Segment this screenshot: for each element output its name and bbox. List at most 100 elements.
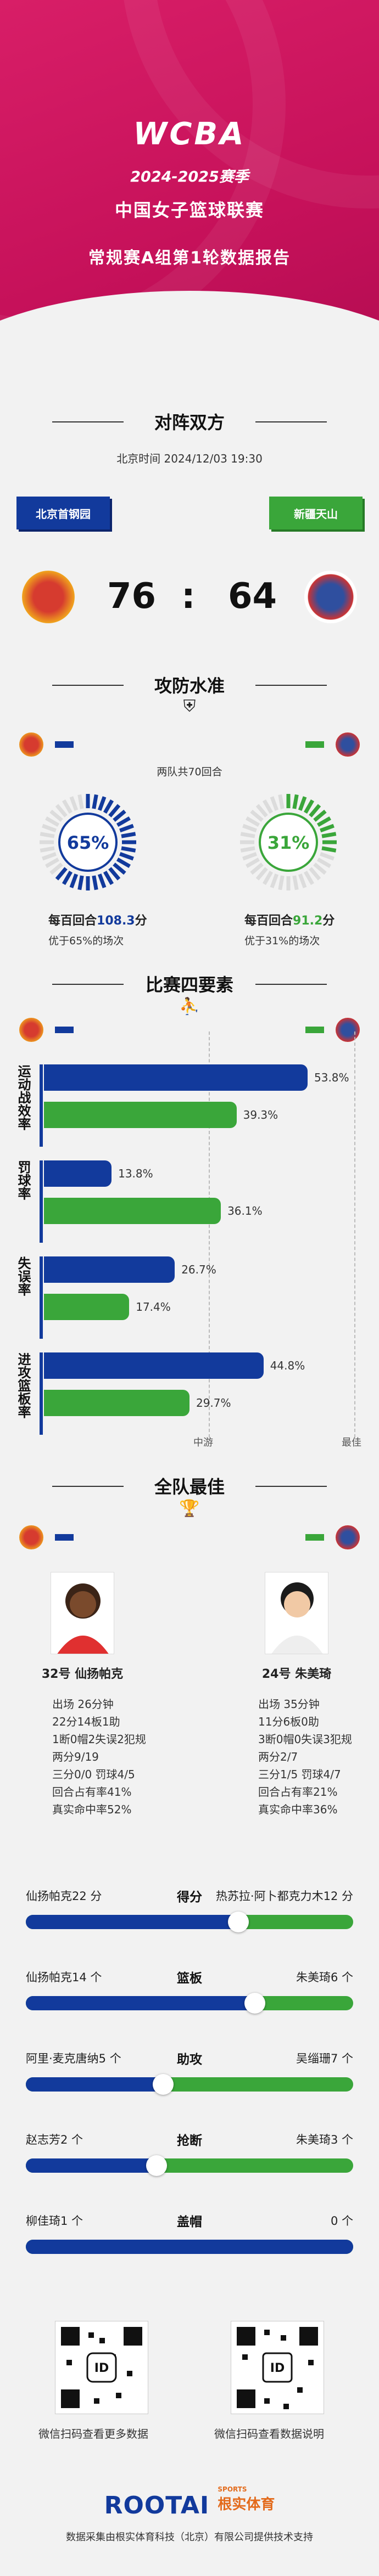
factor-axis bbox=[40, 1352, 43, 1435]
donut-tick bbox=[292, 794, 299, 809]
donut-tick bbox=[108, 804, 121, 818]
donut-tick bbox=[242, 852, 257, 861]
factor-value: 13.8% bbox=[118, 1167, 153, 1180]
donut-tick bbox=[55, 867, 68, 881]
mid-guide-line bbox=[209, 1031, 210, 1438]
section-title-offense: 攻防水准 bbox=[0, 672, 379, 697]
compare-fill bbox=[26, 1996, 255, 2010]
home-team-logo-small bbox=[19, 732, 43, 757]
donut-tick bbox=[262, 799, 274, 814]
compare-track bbox=[26, 2240, 353, 2254]
donut-tick bbox=[292, 875, 299, 890]
donut-tick bbox=[62, 799, 73, 814]
away-team-button[interactable]: 新疆天山 bbox=[269, 497, 363, 529]
shield-icon: ⛨ bbox=[183, 697, 196, 716]
compare-left: 阿里·麦克唐纳5 个 bbox=[26, 2052, 121, 2065]
section-title-best: 全队最佳 bbox=[0, 1473, 379, 1498]
compare-label: 盖帽 bbox=[177, 2215, 202, 2229]
player-stat-line: 回合占有率21% bbox=[258, 1785, 338, 1799]
player-stat-line: 22分14板1助 bbox=[52, 1715, 120, 1728]
donut-center bbox=[58, 813, 118, 872]
donut-tick bbox=[116, 857, 131, 869]
compare-label: 助攻 bbox=[177, 2053, 202, 2067]
donut-tick bbox=[69, 796, 79, 811]
player-stat-line: 回合占有率41% bbox=[52, 1785, 132, 1799]
home-team-button[interactable]: 北京首钢园 bbox=[16, 497, 110, 529]
player-stat-line: 两分2/7 bbox=[258, 1750, 298, 1763]
factor-bar-away bbox=[44, 1294, 130, 1320]
donut-tick bbox=[303, 870, 315, 885]
away-color-dash bbox=[305, 1027, 324, 1033]
compare-left: 仙扬帕克22 分 bbox=[26, 1890, 102, 1903]
section-title-matchup: 对阵双方 bbox=[0, 409, 379, 434]
compare-right: 朱美琦6 个 bbox=[296, 1971, 353, 1984]
wcba-logo: WCBA bbox=[133, 116, 246, 152]
season-text: 2024-2025赛季 bbox=[130, 168, 249, 185]
factor-value: 29.7% bbox=[196, 1396, 231, 1410]
donut-tick bbox=[242, 824, 257, 833]
qr-code-data-notes[interactable]: ID bbox=[231, 2321, 324, 2414]
factor-value: 26.7% bbox=[181, 1263, 216, 1276]
donut-tick bbox=[97, 873, 107, 888]
factor-value: 44.8% bbox=[270, 1359, 305, 1372]
away-team-logo bbox=[304, 571, 357, 623]
donut-tick bbox=[316, 816, 331, 827]
donut-tick bbox=[320, 824, 335, 833]
compare-right: 0 个 bbox=[330, 2214, 353, 2228]
player-stat-line: 出场 26分钟 bbox=[52, 1698, 114, 1711]
svg-text:31%: 31% bbox=[267, 832, 310, 853]
factor-bar-home bbox=[44, 1064, 308, 1091]
player-stat-line: 真实命中率36% bbox=[258, 1803, 338, 1816]
compare-label: 抢断 bbox=[177, 2134, 202, 2148]
footer: ROOTAI SPORTS 根实体育 数据采集由根实体育科技（北京）有限公司提供… bbox=[0, 2485, 379, 2544]
best-label: 最佳 bbox=[342, 1437, 361, 1448]
factor-bar-away bbox=[44, 1102, 237, 1128]
donut-tick bbox=[262, 870, 274, 885]
player-stat-line: 11分6板0助 bbox=[258, 1715, 319, 1728]
compare-fill bbox=[26, 2240, 353, 2254]
compare-left: 仙扬帕克14 个 bbox=[26, 1971, 102, 1984]
donut-tick bbox=[320, 852, 335, 861]
donut-tick bbox=[92, 794, 98, 809]
compare-track bbox=[26, 1915, 353, 1929]
donut-tick bbox=[108, 867, 121, 881]
best-guide-line bbox=[354, 1031, 355, 1438]
donut-tick bbox=[45, 857, 60, 869]
home-score: 76 bbox=[107, 576, 157, 617]
away-team-logo-small bbox=[336, 732, 360, 757]
match-time: 北京时间 2024/12/03 19:30 bbox=[116, 452, 263, 465]
compare-track bbox=[26, 1996, 353, 2010]
svg-text:ID: ID bbox=[94, 2361, 109, 2375]
donut-tick bbox=[309, 867, 321, 881]
donut-tick bbox=[40, 832, 55, 838]
factor-axis bbox=[40, 1064, 43, 1147]
away-player-photo bbox=[265, 1572, 328, 1654]
donut-tick bbox=[246, 857, 260, 869]
factor-label: 罚球率 bbox=[15, 1160, 31, 1200]
donut-tick bbox=[321, 846, 337, 853]
donut-tick bbox=[250, 809, 264, 822]
donut-tick bbox=[255, 804, 268, 818]
donut-tick bbox=[42, 824, 57, 833]
donut-tick bbox=[303, 799, 315, 814]
qr-caption-left: 微信扫码查看更多数据 bbox=[38, 2427, 148, 2440]
factor-bar-away bbox=[44, 1198, 221, 1224]
donut-tick bbox=[309, 804, 321, 818]
compare-knob bbox=[228, 1912, 249, 1932]
donut-tick bbox=[49, 863, 63, 875]
donut-tick bbox=[77, 794, 84, 809]
donut-tick bbox=[240, 846, 255, 853]
compare-left: 柳佳琦1 个 bbox=[26, 2214, 83, 2228]
rootai-logo: ROOTAI bbox=[104, 2492, 210, 2519]
donut-tick bbox=[298, 873, 307, 888]
donut-tick bbox=[313, 809, 327, 822]
factor-label: 进攻篮板率 bbox=[15, 1352, 31, 1418]
factor-value: 36.1% bbox=[227, 1204, 263, 1217]
compare-fill bbox=[26, 2158, 157, 2173]
donut-tick bbox=[55, 804, 68, 818]
player-stat-line: 出场 35分钟 bbox=[258, 1698, 320, 1711]
home-color-dash bbox=[55, 1027, 74, 1033]
home-player-photo bbox=[51, 1572, 114, 1654]
qr-code-more-data[interactable]: ID bbox=[55, 2321, 148, 2414]
player-dribble-icon: ⛹ bbox=[179, 997, 200, 1016]
